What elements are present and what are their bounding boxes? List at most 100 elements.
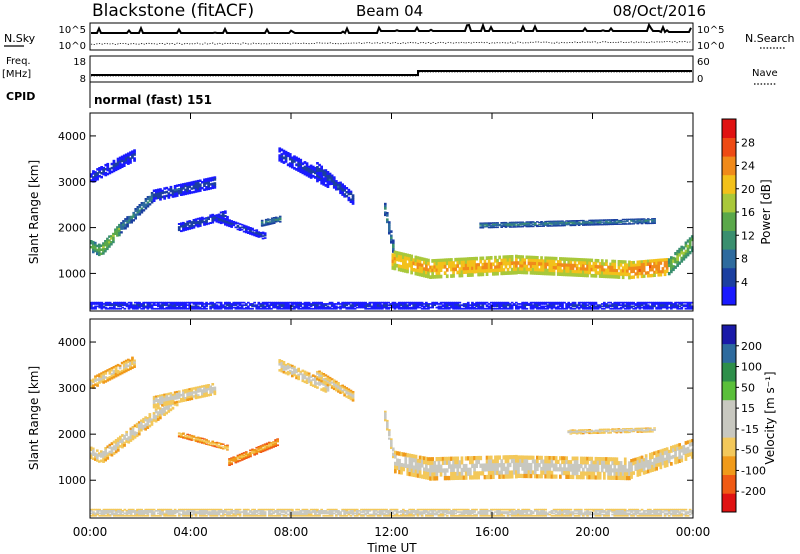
echo-cell — [536, 304, 539, 306]
echo-cell — [169, 189, 173, 193]
echo-cell — [182, 393, 185, 396]
echo-cell — [567, 222, 571, 224]
echo-cell — [592, 264, 596, 269]
echo-cell — [429, 472, 432, 477]
echo-cell — [263, 233, 267, 236]
echo-cell — [400, 452, 403, 457]
echo-cell — [640, 219, 644, 221]
echo-cell — [140, 203, 144, 207]
echo-cell — [682, 301, 686, 304]
echo-cell — [525, 462, 529, 468]
echo-cell — [605, 219, 608, 221]
echo-cell — [167, 392, 171, 396]
echo-cell — [257, 306, 261, 309]
echo-cell — [364, 303, 367, 305]
echo-cell — [190, 221, 194, 224]
echo-cell — [201, 440, 204, 442]
echo-cell — [318, 176, 321, 179]
echo-cell — [316, 168, 319, 171]
echo-cell — [124, 218, 127, 221]
echo-cell — [613, 220, 617, 222]
echo-band — [215, 215, 267, 240]
echo-cell — [291, 165, 294, 169]
echo-cell — [623, 260, 627, 264]
echo-cell — [496, 262, 499, 266]
echo-cell — [154, 195, 158, 198]
echo-cell — [510, 226, 514, 228]
echo-cell — [527, 267, 531, 272]
echo-cell — [261, 304, 265, 306]
echo-cell — [561, 269, 564, 273]
echo-cell — [412, 258, 416, 262]
echo-cell — [270, 445, 273, 448]
echo-cell — [579, 264, 583, 268]
echo-cell — [303, 376, 307, 380]
echo-cell — [630, 465, 633, 470]
power-heatmap — [90, 147, 694, 310]
echo-cell — [437, 271, 441, 276]
echo-cell — [341, 305, 344, 308]
echo-cell — [264, 224, 268, 226]
echo-cell — [213, 303, 217, 305]
echo-cell — [293, 369, 296, 373]
echo-cell — [249, 449, 252, 452]
echo-cell — [394, 454, 397, 459]
echo-cell — [623, 476, 627, 481]
echo-cell — [487, 256, 491, 260]
echo-cell — [295, 368, 298, 372]
echo-cell — [388, 225, 391, 228]
echo-cell — [384, 417, 387, 420]
echo-cell — [586, 304, 589, 306]
echo-cell — [452, 306, 455, 309]
echo-cell — [527, 258, 531, 263]
echo-cell — [249, 451, 252, 454]
echo-cell — [672, 303, 675, 305]
echo-cell — [594, 220, 598, 222]
echo-cell — [684, 255, 688, 259]
echo-cell — [192, 225, 196, 228]
echo-cell — [456, 471, 460, 477]
echo-cell — [594, 258, 598, 263]
echo-cell — [603, 471, 606, 476]
echo-cell — [504, 221, 508, 224]
echo-cell — [475, 471, 478, 476]
echo-cell — [293, 367, 296, 371]
echo-cell — [288, 162, 292, 166]
echo-cell — [590, 219, 594, 221]
echo-cell — [173, 306, 177, 309]
echo-cell — [100, 374, 103, 377]
echo-cell — [94, 307, 97, 310]
echo-cell — [481, 304, 485, 306]
echo-cell — [118, 164, 122, 168]
echo-cell — [184, 435, 187, 437]
echo-cell — [634, 222, 638, 224]
echo-cell — [326, 171, 330, 174]
echo-cell — [500, 470, 504, 475]
echo-cell — [416, 256, 420, 260]
colorbar-tick-label: 28 — [741, 136, 755, 149]
echo-cell — [339, 305, 342, 308]
echo-cell — [347, 192, 351, 196]
echo-cell — [640, 274, 644, 279]
echo-cell — [286, 362, 290, 366]
echo-cell — [500, 271, 504, 276]
echo-cell — [224, 306, 227, 309]
echo-cell — [527, 255, 531, 260]
echo-cell — [351, 394, 355, 397]
echo-cell — [326, 387, 330, 390]
echo-cell — [138, 213, 142, 216]
echo-cell — [634, 272, 638, 276]
echo-cell — [443, 301, 447, 304]
echo-cell — [596, 468, 600, 473]
echo-cell — [448, 464, 451, 469]
echo-cell — [341, 386, 344, 389]
echo-cell — [397, 301, 401, 304]
echo-cell — [156, 418, 160, 421]
echo-cell — [180, 222, 183, 225]
echo-cell — [264, 221, 268, 223]
echo-cell — [435, 274, 439, 279]
y-tick-label: 2000 — [58, 222, 86, 235]
echo-cell — [169, 303, 173, 305]
echo-cell — [135, 434, 139, 438]
echo-cell — [112, 452, 116, 455]
